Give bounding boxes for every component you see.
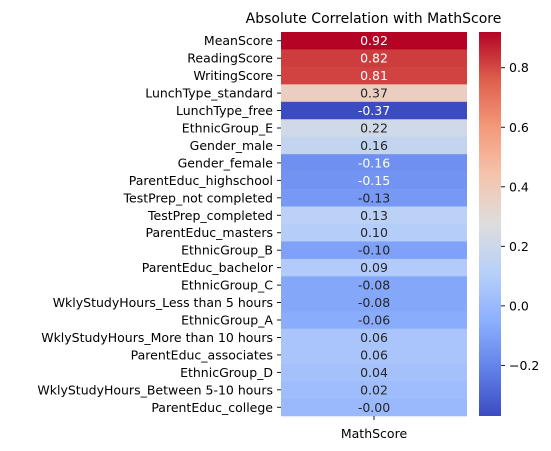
heatmap-cell-wklystudyhours-between-5-10-hours <box>281 381 467 399</box>
heatmap-cells: 0.92 0.82 0.81 0.37 -0.37 0.22 0.16 -0.16 -0.15 -… <box>281 32 467 417</box>
cell-annotation-ethnicgroup-b: -0.10 <box>358 243 390 258</box>
cell-annotation-meanscore: 0.92 <box>360 33 388 48</box>
cell-annotation-ethnicgroup-e: 0.22 <box>360 121 388 136</box>
cell-annotation-ethnicgroup-c: -0.08 <box>358 278 390 293</box>
heatmap-cell-testprep-completed <box>281 206 467 225</box>
heatmap-cell-ethnicgroup-e <box>281 119 467 138</box>
heatmap-cell-lunchtype-free <box>281 101 467 120</box>
heatmap-cell-lunchtype-standard <box>281 84 467 103</box>
cell-annotation-gender-female: -0.16 <box>358 155 390 170</box>
cell-annotation-readingscore: 0.82 <box>360 51 388 66</box>
cell-annotation-wklystudyhours-between-5-10-hours: 0.02 <box>360 382 388 397</box>
heatmap-cell-ethnicgroup-c <box>281 276 467 295</box>
cell-annotation-lunchtype-free: -0.37 <box>358 103 390 118</box>
cell-annotation-parenteduc-bachelor: 0.09 <box>360 260 388 275</box>
row-label-parenteduc-bachelor: ParentEduc_bachelor <box>142 260 274 275</box>
heatmap-cell-wklystudyhours-less-than-5-hours <box>281 293 467 312</box>
heatmap-cell-writingscore <box>281 66 467 85</box>
colorbar-tick-label: 0.6 <box>509 120 529 135</box>
row-label-gender-female: Gender_female <box>178 155 274 170</box>
row-label-wklystudyhours-between-5-10-hours: WklyStudyHours_Between 5-10 hours <box>37 382 273 397</box>
cell-annotation-parenteduc-associates: 0.06 <box>360 347 388 362</box>
cell-annotation-testprep-completed: 0.13 <box>360 208 388 223</box>
row-label-parenteduc-college: ParentEduc_college <box>151 400 273 415</box>
colorbar-tick-label: −0.2 <box>509 358 539 373</box>
cell-annotation-testprep-not-completed: -0.13 <box>358 190 390 205</box>
row-label-readingscore: ReadingScore <box>187 51 273 66</box>
heatmap-cell-meanscore <box>281 32 467 50</box>
heatmap-cell-parenteduc-highschool <box>281 171 467 190</box>
row-label-writingscore: WritingScore <box>193 68 273 83</box>
row-label-ethnicgroup-e: EthnicGroup_E <box>182 121 273 136</box>
row-label-wklystudyhours-more-than-10-hours: WklyStudyHours_More than 10 hours <box>41 330 273 345</box>
colorbar-tick-label: 0.8 <box>509 60 529 75</box>
heatmap-cell-gender-female <box>281 154 467 172</box>
cell-annotation-ethnicgroup-a: -0.06 <box>358 313 390 328</box>
column-labels: MathScore <box>341 416 408 441</box>
row-label-testprep-not-completed: TestPrep_not completed <box>123 190 273 205</box>
cell-annotation-parenteduc-highschool: -0.15 <box>358 173 390 188</box>
heatmap-cell-wklystudyhours-more-than-10-hours <box>281 328 467 347</box>
row-label-gender-male: Gender_male <box>190 138 274 153</box>
colorbar-ticks: −0.2 0.0 0.2 0.4 0.6 0.8 <box>501 60 539 373</box>
row-label-lunchtype-free: LunchType_free <box>176 103 273 118</box>
row-label-parenteduc-associates: ParentEduc_associates <box>131 347 273 362</box>
row-label-ethnicgroup-d: EthnicGroup_D <box>180 365 273 380</box>
colorbar-tick-label: 0.4 <box>509 179 529 194</box>
row-label-lunchtype-standard: LunchType_standard <box>145 86 273 101</box>
row-label-testprep-completed: TestPrep_completed <box>147 208 273 223</box>
heatmap-cell-ethnicgroup-d <box>281 363 467 382</box>
row-label-ethnicgroup-c: EthnicGroup_C <box>181 278 273 293</box>
row-label-parenteduc-highschool: ParentEduc_highschool <box>129 173 273 188</box>
heatmap-cell-parenteduc-bachelor <box>281 258 467 277</box>
chart-title: Absolute Correlation with MathScore <box>246 11 502 27</box>
colorbar <box>479 32 501 416</box>
heatmap-cell-parenteduc-masters <box>281 224 467 242</box>
cell-annotation-wklystudyhours-less-than-5-hours: -0.08 <box>358 295 390 310</box>
heatmap-cell-ethnicgroup-a <box>281 311 467 330</box>
heatmap-cell-testprep-not-completed <box>281 189 467 207</box>
cell-annotation-wklystudyhours-more-than-10-hours: 0.06 <box>360 330 388 345</box>
heatmap-cell-parenteduc-college <box>281 398 467 417</box>
cell-annotation-ethnicgroup-d: 0.04 <box>360 365 388 380</box>
cell-annotation-parenteduc-college: -0.00 <box>358 400 390 415</box>
colorbar-tick-label: 0.0 <box>509 298 529 313</box>
row-labels: MeanScore ReadingScore WritingScore LunchTy… <box>37 33 281 415</box>
row-label-ethnicgroup-a: EthnicGroup_A <box>181 313 273 328</box>
heatmap-cell-gender-male <box>281 136 467 155</box>
cell-annotation-lunchtype-standard: 0.37 <box>360 86 388 101</box>
row-label-meanscore: MeanScore <box>204 33 273 48</box>
cell-annotation-parenteduc-masters: 0.10 <box>360 225 388 240</box>
row-label-wklystudyhours-less-than-5-hours: WklyStudyHours_Less than 5 hours <box>53 295 273 310</box>
heatmap-cell-ethnicgroup-b <box>281 241 467 260</box>
heatmap-cell-readingscore <box>281 49 467 68</box>
heatmap-cell-parenteduc-associates <box>281 346 467 364</box>
colorbar-tick-label: 0.2 <box>509 239 529 254</box>
row-label-ethnicgroup-b: EthnicGroup_B <box>181 243 273 258</box>
row-label-parenteduc-masters: ParentEduc_masters <box>146 225 273 240</box>
cell-annotation-gender-male: 0.16 <box>360 138 388 153</box>
cell-annotation-writingscore: 0.81 <box>360 68 388 83</box>
column-label-mathscore: MathScore <box>341 426 408 441</box>
